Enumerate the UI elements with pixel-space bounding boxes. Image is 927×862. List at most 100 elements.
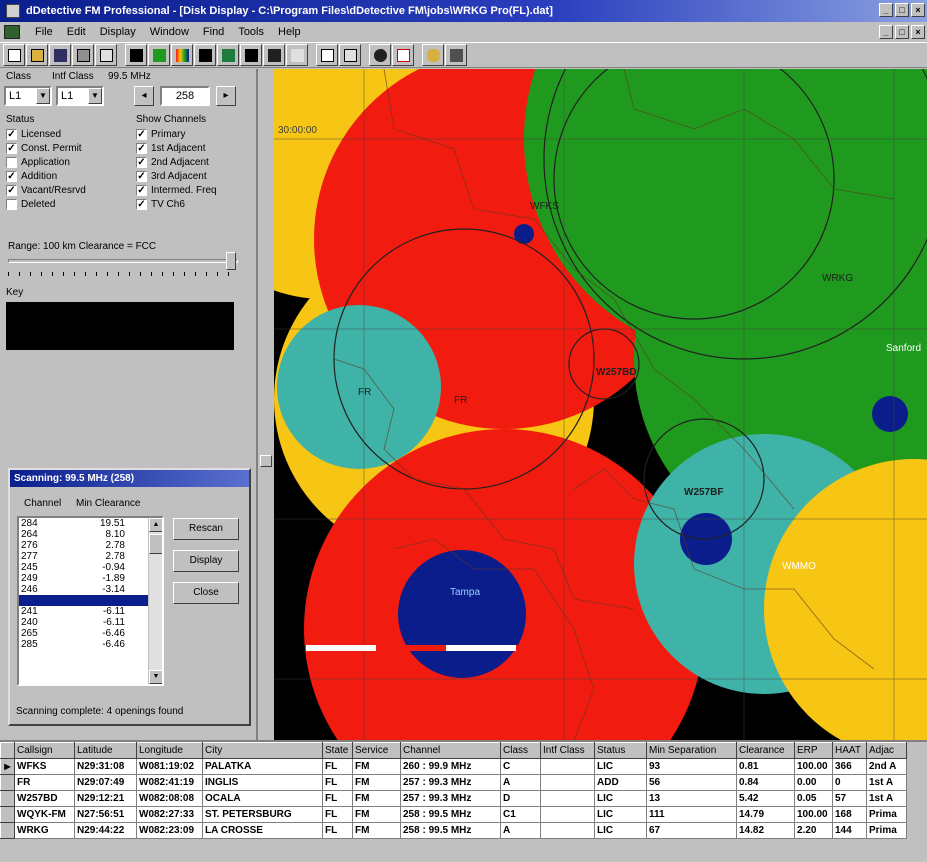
menu-help[interactable]: Help <box>278 26 301 38</box>
table-cell[interactable]: 1st A <box>866 790 907 807</box>
chevron-down-icon[interactable]: ▼ <box>88 88 102 104</box>
color-palette-icon[interactable] <box>171 44 193 66</box>
table-row[interactable]: ▶ WFKS N29:31:08 W081:19:02 PALATKA FL FM 260 :… <box>0 758 907 775</box>
table-row[interactable]: W257BD N29:12:21 W082:08:08 OCALA FL FM 257 : … <box>0 790 907 807</box>
table-cell[interactable]: ST. PETERSBURG <box>202 806 323 823</box>
table-row[interactable]: WQYK-FM N27:56:51 W082:27:33 ST. PETERSBURG… <box>0 806 907 823</box>
table-cell[interactable]: WQYK-FM <box>14 806 75 823</box>
table-cell[interactable]: 0 <box>832 774 867 791</box>
list-item[interactable]: 265 -6.46 <box>19 628 162 639</box>
table-cell[interactable]: A <box>500 822 541 839</box>
maximize-button[interactable]: □ <box>895 3 909 17</box>
table-cell[interactable]: FM <box>352 774 401 791</box>
table-cell[interactable]: 100.00 <box>794 806 833 823</box>
row-header[interactable] <box>0 774 15 791</box>
table-cell[interactable]: W082:41:19 <box>136 774 203 791</box>
column-header[interactable]: Callsign <box>14 742 75 759</box>
table-cell[interactable]: LIC <box>594 806 647 823</box>
splitter[interactable] <box>258 69 274 740</box>
station-label-wrkg[interactable]: WRKG <box>822 273 853 284</box>
intf-class-select[interactable]: L1 ▼ <box>56 86 104 106</box>
row-header[interactable] <box>0 790 15 807</box>
list-item[interactable]: 264 8.10 <box>19 529 162 540</box>
table-cell[interactable]: N27:56:51 <box>74 806 137 823</box>
copy-icon[interactable] <box>95 44 117 66</box>
database-icon[interactable] <box>422 44 444 66</box>
status-checkbox-2[interactable]: Application <box>6 157 70 168</box>
column-header[interactable]: State <box>322 742 353 759</box>
report-icon[interactable] <box>339 44 361 66</box>
terrain-icon[interactable] <box>148 44 170 66</box>
splitter-handle[interactable] <box>260 455 272 467</box>
table-cell[interactable]: 168 <box>832 806 867 823</box>
rescan-button[interactable]: Rescan <box>173 518 239 540</box>
binoculars-icon[interactable] <box>369 44 391 66</box>
blank-icon[interactable] <box>286 44 308 66</box>
show-checkbox-2[interactable]: ✓ 2nd Adjacent <box>136 157 209 168</box>
station-label-fr[interactable]: FR <box>358 387 371 398</box>
table-cell[interactable]: N29:31:08 <box>74 758 137 775</box>
column-header[interactable]: ERP <box>794 742 833 759</box>
calculator-icon[interactable] <box>445 44 467 66</box>
table-cell[interactable]: W082:08:08 <box>136 790 203 807</box>
checkbox-box[interactable]: ✓ <box>136 199 147 210</box>
table-cell[interactable]: W081:19:02 <box>136 758 203 775</box>
column-header[interactable]: Min Separation <box>646 742 737 759</box>
menu-file[interactable]: File <box>35 26 53 38</box>
table-cell[interactable]: N29:44:22 <box>74 822 137 839</box>
table-cell[interactable]: WFKS <box>14 758 75 775</box>
list-item[interactable]: 285 -6.46 <box>19 639 162 650</box>
column-header[interactable]: City <box>202 742 323 759</box>
range-slider-track[interactable] <box>8 259 238 263</box>
status-checkbox-1[interactable]: ✓ Const. Permit <box>6 143 82 154</box>
table-cell[interactable]: 260 : 99.9 MHz <box>400 758 501 775</box>
station-label-w257bd[interactable]: W257BD <box>596 367 637 378</box>
status-checkbox-5[interactable]: Deleted <box>6 199 55 210</box>
scroll-down-icon[interactable]: ▼ <box>149 670 162 684</box>
checkbox-box[interactable]: ✓ <box>6 129 17 140</box>
minimize-button[interactable]: _ <box>879 3 893 17</box>
table-cell[interactable]: PALATKA <box>202 758 323 775</box>
list-item[interactable]: 249 -1.89 <box>19 573 162 584</box>
row-header[interactable] <box>0 806 15 823</box>
table-cell[interactable] <box>540 758 595 775</box>
table-cell[interactable]: LA CROSSE <box>202 822 323 839</box>
table-cell[interactable]: A <box>500 774 541 791</box>
column-header[interactable]: Status <box>594 742 647 759</box>
coverage-map[interactable]: 30:00:00 WFKS W257BD FR FR W257BF WMMO W… <box>274 69 927 740</box>
channel-list[interactable]: 284 19.51 264 8.10 276 2.78 277 2.78 245 -0.94 249… <box>17 516 164 686</box>
checkbox-box[interactable]: ✓ <box>6 185 17 196</box>
column-header[interactable]: Longitude <box>136 742 203 759</box>
table-cell[interactable]: 111 <box>646 806 737 823</box>
show-checkbox-0[interactable]: ✓ Primary <box>136 129 185 140</box>
table-cell[interactable] <box>540 822 595 839</box>
table-cell[interactable]: FR <box>14 774 75 791</box>
table-cell[interactable]: 2nd A <box>866 758 907 775</box>
list-item[interactable]: 245 -0.94 <box>19 562 162 573</box>
column-header[interactable]: Adjac <box>866 742 907 759</box>
channel-up-button[interactable]: ▸ <box>216 86 236 106</box>
range-slider-thumb[interactable] <box>226 252 236 270</box>
app-icon[interactable] <box>6 4 20 18</box>
table-cell[interactable]: W082:23:09 <box>136 822 203 839</box>
checkbox-box[interactable]: ✓ <box>136 171 147 182</box>
show-checkbox-5[interactable]: ✓ TV Ch6 <box>136 199 185 210</box>
table-cell[interactable]: N29:12:21 <box>74 790 137 807</box>
table-cell[interactable]: 257 : 99.3 MHz <box>400 774 501 791</box>
table-cell[interactable]: 0.84 <box>736 774 795 791</box>
table-cell[interactable]: 67 <box>646 822 737 839</box>
display-button[interactable]: Display <box>173 550 239 572</box>
table-cell[interactable]: OCALA <box>202 790 323 807</box>
checkbox-box[interactable]: ✓ <box>136 129 147 140</box>
table-cell[interactable]: FL <box>322 790 353 807</box>
menu-find[interactable]: Find <box>202 26 225 38</box>
table-cell[interactable]: Prima <box>866 822 907 839</box>
terrain-map-icon[interactable] <box>217 44 239 66</box>
checkbox-box[interactable]: ✓ <box>6 171 17 182</box>
print-icon[interactable] <box>72 44 94 66</box>
column-header[interactable]: HAAT <box>832 742 867 759</box>
status-checkbox-4[interactable]: ✓ Vacant/Resrvd <box>6 185 86 196</box>
menu-edit[interactable]: Edit <box>66 26 86 38</box>
row-header[interactable] <box>0 822 15 839</box>
station-label-fr-alt[interactable]: FR <box>454 395 467 406</box>
